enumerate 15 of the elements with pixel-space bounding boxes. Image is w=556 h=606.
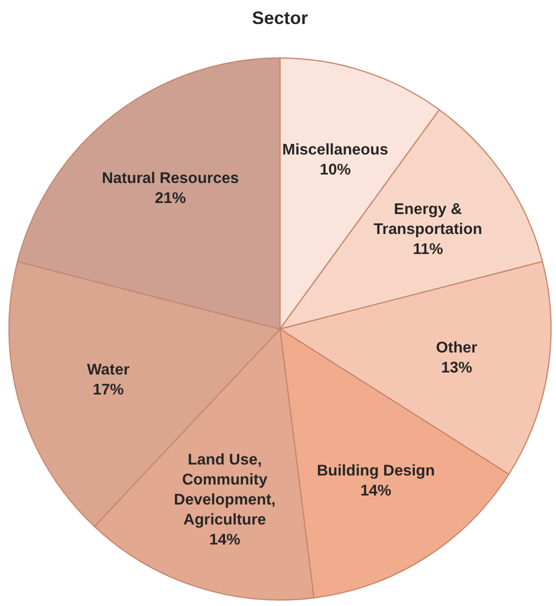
slice-label: Water	[86, 361, 130, 378]
slice-label: Natural Resources	[102, 170, 239, 188]
slice-label: Other	[436, 339, 478, 356]
data-label: 10%	[320, 161, 351, 178]
data-label: 13%	[441, 359, 472, 376]
slice-label: Energy & Transportation	[374, 200, 482, 238]
data-label: 14%	[209, 532, 240, 549]
data-label: 17%	[92, 381, 124, 398]
slice-label: Miscellaneous	[282, 141, 388, 158]
slice-label: Land Use, Community Development, Agriculture	[174, 452, 276, 529]
chart-title: Sector	[252, 8, 308, 28]
data-label: 21%	[154, 190, 186, 208]
slice-label: Building Design	[316, 462, 435, 480]
data-label: 11%	[412, 240, 444, 258]
data-label: 14%	[360, 482, 392, 500]
